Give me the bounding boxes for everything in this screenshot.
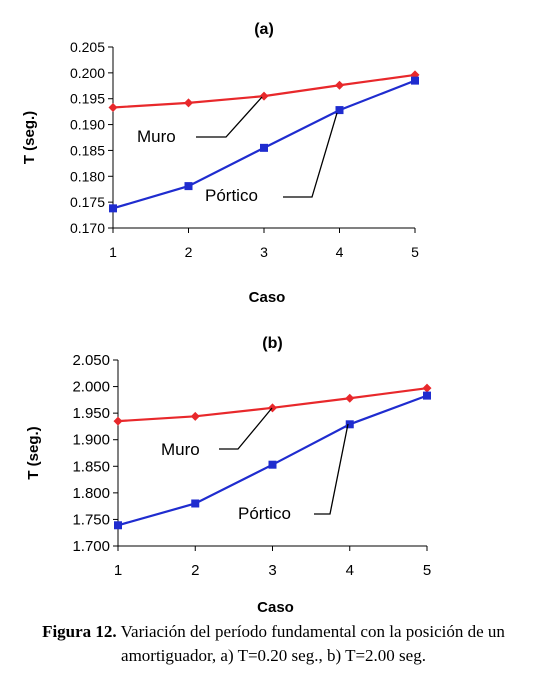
caption-text-line2: amortiguador, a) T=0.20 seg., b) T=2.00 … xyxy=(121,646,426,665)
leader-line xyxy=(196,96,263,138)
x-tick-label: 2 xyxy=(191,562,199,579)
y-tick-label: 1.800 xyxy=(72,485,110,502)
data-point-portico xyxy=(268,460,277,469)
leader-line xyxy=(314,423,349,515)
series-label-portico: Pórtico xyxy=(205,186,258,205)
y-tick-label: 1.750 xyxy=(72,511,110,528)
data-point-muro xyxy=(190,411,200,421)
x-axis-label: Caso xyxy=(249,289,286,306)
y-tick-label: 1.700 xyxy=(72,538,110,555)
data-point-portico xyxy=(114,521,122,530)
y-tick-label: 2.050 xyxy=(72,352,110,369)
x-axis-label: Caso xyxy=(257,599,294,616)
y-tick-label: 0.190 xyxy=(70,117,105,133)
data-point-muro xyxy=(259,91,269,101)
y-axis-label: T (seg.) xyxy=(21,111,38,164)
y-tick-label: 0.175 xyxy=(70,194,105,210)
x-tick-label: 4 xyxy=(346,562,354,579)
data-point-muro xyxy=(422,383,432,393)
data-point-portico xyxy=(260,143,268,152)
data-point-portico xyxy=(411,76,419,85)
data-point-portico xyxy=(345,420,354,429)
y-tick-label: 0.200 xyxy=(70,65,105,81)
caption-label: Figura 12. xyxy=(42,622,117,641)
y-tick-label: 1.950 xyxy=(72,405,110,422)
y-tick-label: 2.000 xyxy=(72,379,110,396)
x-tick-label: 1 xyxy=(114,562,122,579)
y-tick-label: 0.170 xyxy=(70,220,105,236)
data-point-muro xyxy=(113,416,123,426)
data-point-portico xyxy=(184,182,193,191)
data-point-portico xyxy=(335,106,344,115)
y-tick-label: 0.205 xyxy=(70,39,105,55)
y-axis-label: T (seg.) xyxy=(25,426,42,479)
series-line-muro xyxy=(112,73,416,109)
series-label-muro: Muro xyxy=(161,440,200,459)
x-tick-label: 3 xyxy=(268,562,276,579)
series-label-portico: Pórtico xyxy=(238,504,291,523)
data-point-muro xyxy=(335,80,344,90)
data-point-muro xyxy=(108,103,118,113)
series-label-muro: Muro xyxy=(137,127,176,146)
x-tick-label: 5 xyxy=(411,244,419,260)
leader-line xyxy=(219,407,273,450)
data-point-muro xyxy=(184,98,193,108)
chart-b: (b) 2.050 2.000 1.950 1.900 1.850 1.800 1.750 1.… xyxy=(25,335,432,616)
y-tick-label: 1.850 xyxy=(72,458,110,475)
x-tick-label: 5 xyxy=(423,562,431,579)
data-point-portico xyxy=(423,391,431,400)
x-tick-label: 2 xyxy=(185,244,193,260)
x-tick-label: 3 xyxy=(260,244,268,260)
chart-a: (a) 0.205 0.200 0.195 0.190 0.185 0.180 0.175 0.… xyxy=(21,21,420,306)
y-tick-label: 0.195 xyxy=(70,91,105,107)
x-tick-label: 1 xyxy=(109,244,117,260)
chart-b-title: (b) xyxy=(262,335,282,352)
caption-text-line1: Variación del período fundamental con la… xyxy=(116,622,505,641)
chart-a-title: (a) xyxy=(254,21,274,38)
data-point-portico xyxy=(191,499,200,508)
figure: (a) 0.205 0.200 0.195 0.190 0.185 0.180 0.175 0.… xyxy=(21,21,432,616)
x-tick-label: 4 xyxy=(336,244,344,260)
figure-caption: Figura 12. Variación del período fundame… xyxy=(0,620,547,668)
y-tick-label: 0.180 xyxy=(70,168,105,184)
y-tick-label: 0.185 xyxy=(70,142,105,158)
y-tick-label: 1.900 xyxy=(72,432,110,449)
data-point-portico xyxy=(109,204,117,213)
leader-line xyxy=(283,112,338,198)
data-point-muro xyxy=(345,393,355,403)
